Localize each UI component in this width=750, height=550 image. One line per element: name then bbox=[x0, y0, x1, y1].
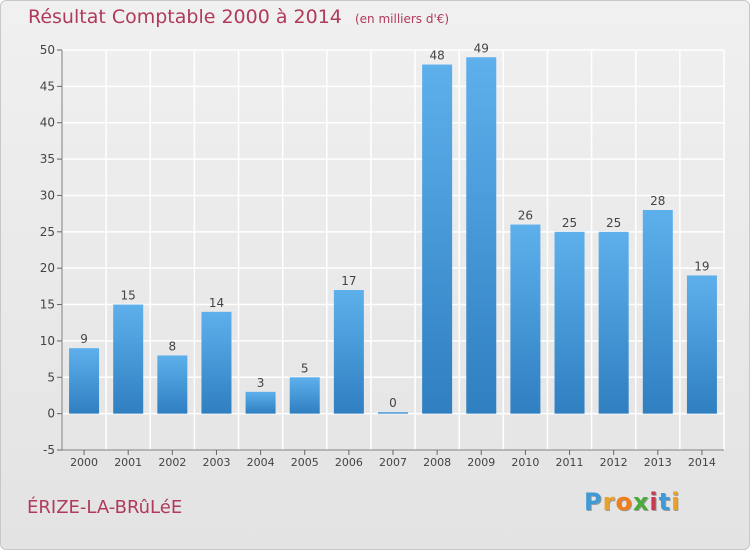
x-tick-label: 2013 bbox=[644, 456, 672, 469]
value-label: 49 bbox=[474, 41, 489, 55]
value-label: 8 bbox=[169, 339, 177, 353]
y-tick-label: 20 bbox=[40, 261, 55, 275]
value-label: 28 bbox=[650, 194, 665, 208]
value-label: 19 bbox=[694, 259, 709, 273]
value-label: 14 bbox=[209, 296, 224, 310]
brand-logo: Proxiti bbox=[584, 488, 680, 516]
y-tick-label: 35 bbox=[40, 152, 55, 166]
x-tick-label: 2007 bbox=[379, 456, 407, 469]
bar bbox=[598, 231, 629, 414]
place-name: ÉRIZE-LA-BRûLéE bbox=[27, 497, 183, 518]
brand-letter: x bbox=[632, 488, 650, 516]
bar bbox=[466, 57, 497, 414]
value-label: 26 bbox=[518, 209, 533, 223]
bar bbox=[422, 64, 453, 414]
x-tick-label: 2012 bbox=[600, 456, 628, 469]
y-tick-label: 50 bbox=[40, 43, 55, 57]
value-label: 17 bbox=[341, 274, 356, 288]
title-row: Résultat Comptable 2000 à 2014 (en milli… bbox=[28, 6, 449, 28]
chart-title: Résultat Comptable 2000 à 2014 bbox=[28, 6, 342, 28]
y-tick-label: 5 bbox=[47, 370, 55, 384]
y-tick-label: 45 bbox=[40, 79, 55, 93]
bar bbox=[113, 304, 144, 414]
x-tick-label: 2006 bbox=[335, 456, 363, 469]
x-tick-label: 2009 bbox=[467, 456, 495, 469]
brand-letter: t bbox=[658, 488, 672, 516]
x-tick-label: 2014 bbox=[688, 456, 716, 469]
x-tick-label: 2002 bbox=[158, 456, 186, 469]
bar bbox=[245, 391, 276, 414]
value-label: 3 bbox=[257, 376, 265, 390]
bar bbox=[157, 355, 188, 414]
chart-unit: (en milliers d'€) bbox=[354, 12, 450, 26]
value-label: 15 bbox=[121, 289, 136, 303]
bar bbox=[333, 290, 364, 414]
value-label: 25 bbox=[562, 216, 577, 230]
value-label: 9 bbox=[80, 332, 88, 346]
y-tick-label: 10 bbox=[40, 334, 55, 348]
bar bbox=[69, 348, 100, 414]
brand-letter: o bbox=[615, 488, 633, 516]
value-label: 0 bbox=[389, 396, 397, 410]
y-tick-label: 15 bbox=[40, 298, 55, 312]
x-tick-label: 2004 bbox=[247, 456, 275, 469]
brand-letter: r bbox=[602, 488, 616, 516]
y-tick-label: 25 bbox=[40, 225, 55, 239]
x-tick-label: 2000 bbox=[70, 456, 98, 469]
x-tick-label: 2011 bbox=[556, 456, 584, 469]
brand-letter: P bbox=[584, 488, 603, 516]
value-label: 5 bbox=[301, 361, 309, 375]
bar bbox=[642, 210, 673, 414]
y-tick-label: 30 bbox=[40, 188, 55, 202]
x-tick-label: 2008 bbox=[423, 456, 451, 469]
bar bbox=[554, 231, 585, 414]
brand-letter: i bbox=[649, 488, 659, 516]
x-tick-label: 2010 bbox=[511, 456, 539, 469]
x-tick-label: 2005 bbox=[291, 456, 319, 469]
brand-letter: i bbox=[671, 488, 681, 516]
bar bbox=[686, 275, 717, 414]
y-tick-label: 0 bbox=[47, 407, 55, 421]
y-tick-label: 40 bbox=[40, 116, 55, 130]
y-tick-label: -5 bbox=[43, 443, 55, 457]
value-label: 25 bbox=[606, 216, 621, 230]
bar bbox=[510, 224, 541, 414]
x-tick-label: 2001 bbox=[114, 456, 142, 469]
value-label: 48 bbox=[429, 49, 444, 63]
bar bbox=[201, 311, 232, 414]
x-tick-label: 2003 bbox=[202, 456, 230, 469]
bar bbox=[378, 412, 408, 414]
bar bbox=[289, 377, 320, 414]
